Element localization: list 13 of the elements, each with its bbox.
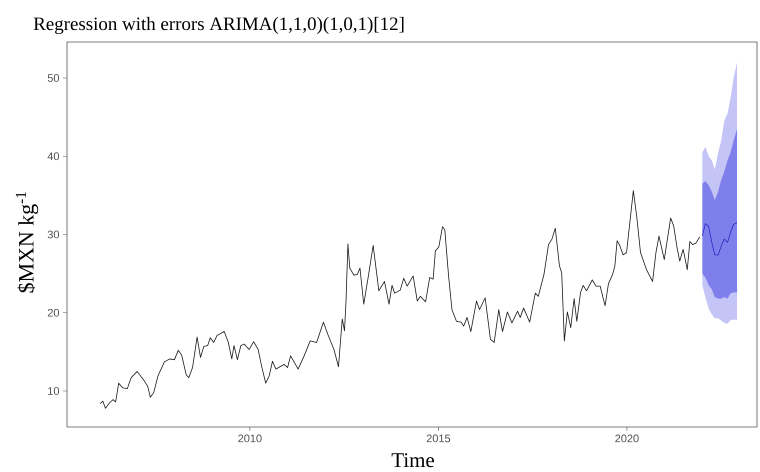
chart-title: Regression with errors ARIMA(1,1,0)(1,0,1)[12]: [34, 16, 404, 34]
y-tick-label: 30: [48, 230, 60, 238]
x-tick-label: 2010: [238, 434, 262, 442]
y-tick-label: 50: [48, 74, 60, 82]
y-tick-label: 10: [48, 387, 60, 395]
line-series: [702, 222, 738, 256]
x-axis-title: Time: [392, 453, 434, 468]
line-series: [100, 190, 700, 409]
y-tick-label: 40: [48, 152, 60, 160]
y-axis-title: $MXN kg$^{-1}$: [16, 192, 38, 292]
x-tick-label: 2020: [615, 434, 639, 442]
x-tick-label: 2015: [426, 434, 450, 442]
y-tick-label: 20: [48, 308, 60, 317]
